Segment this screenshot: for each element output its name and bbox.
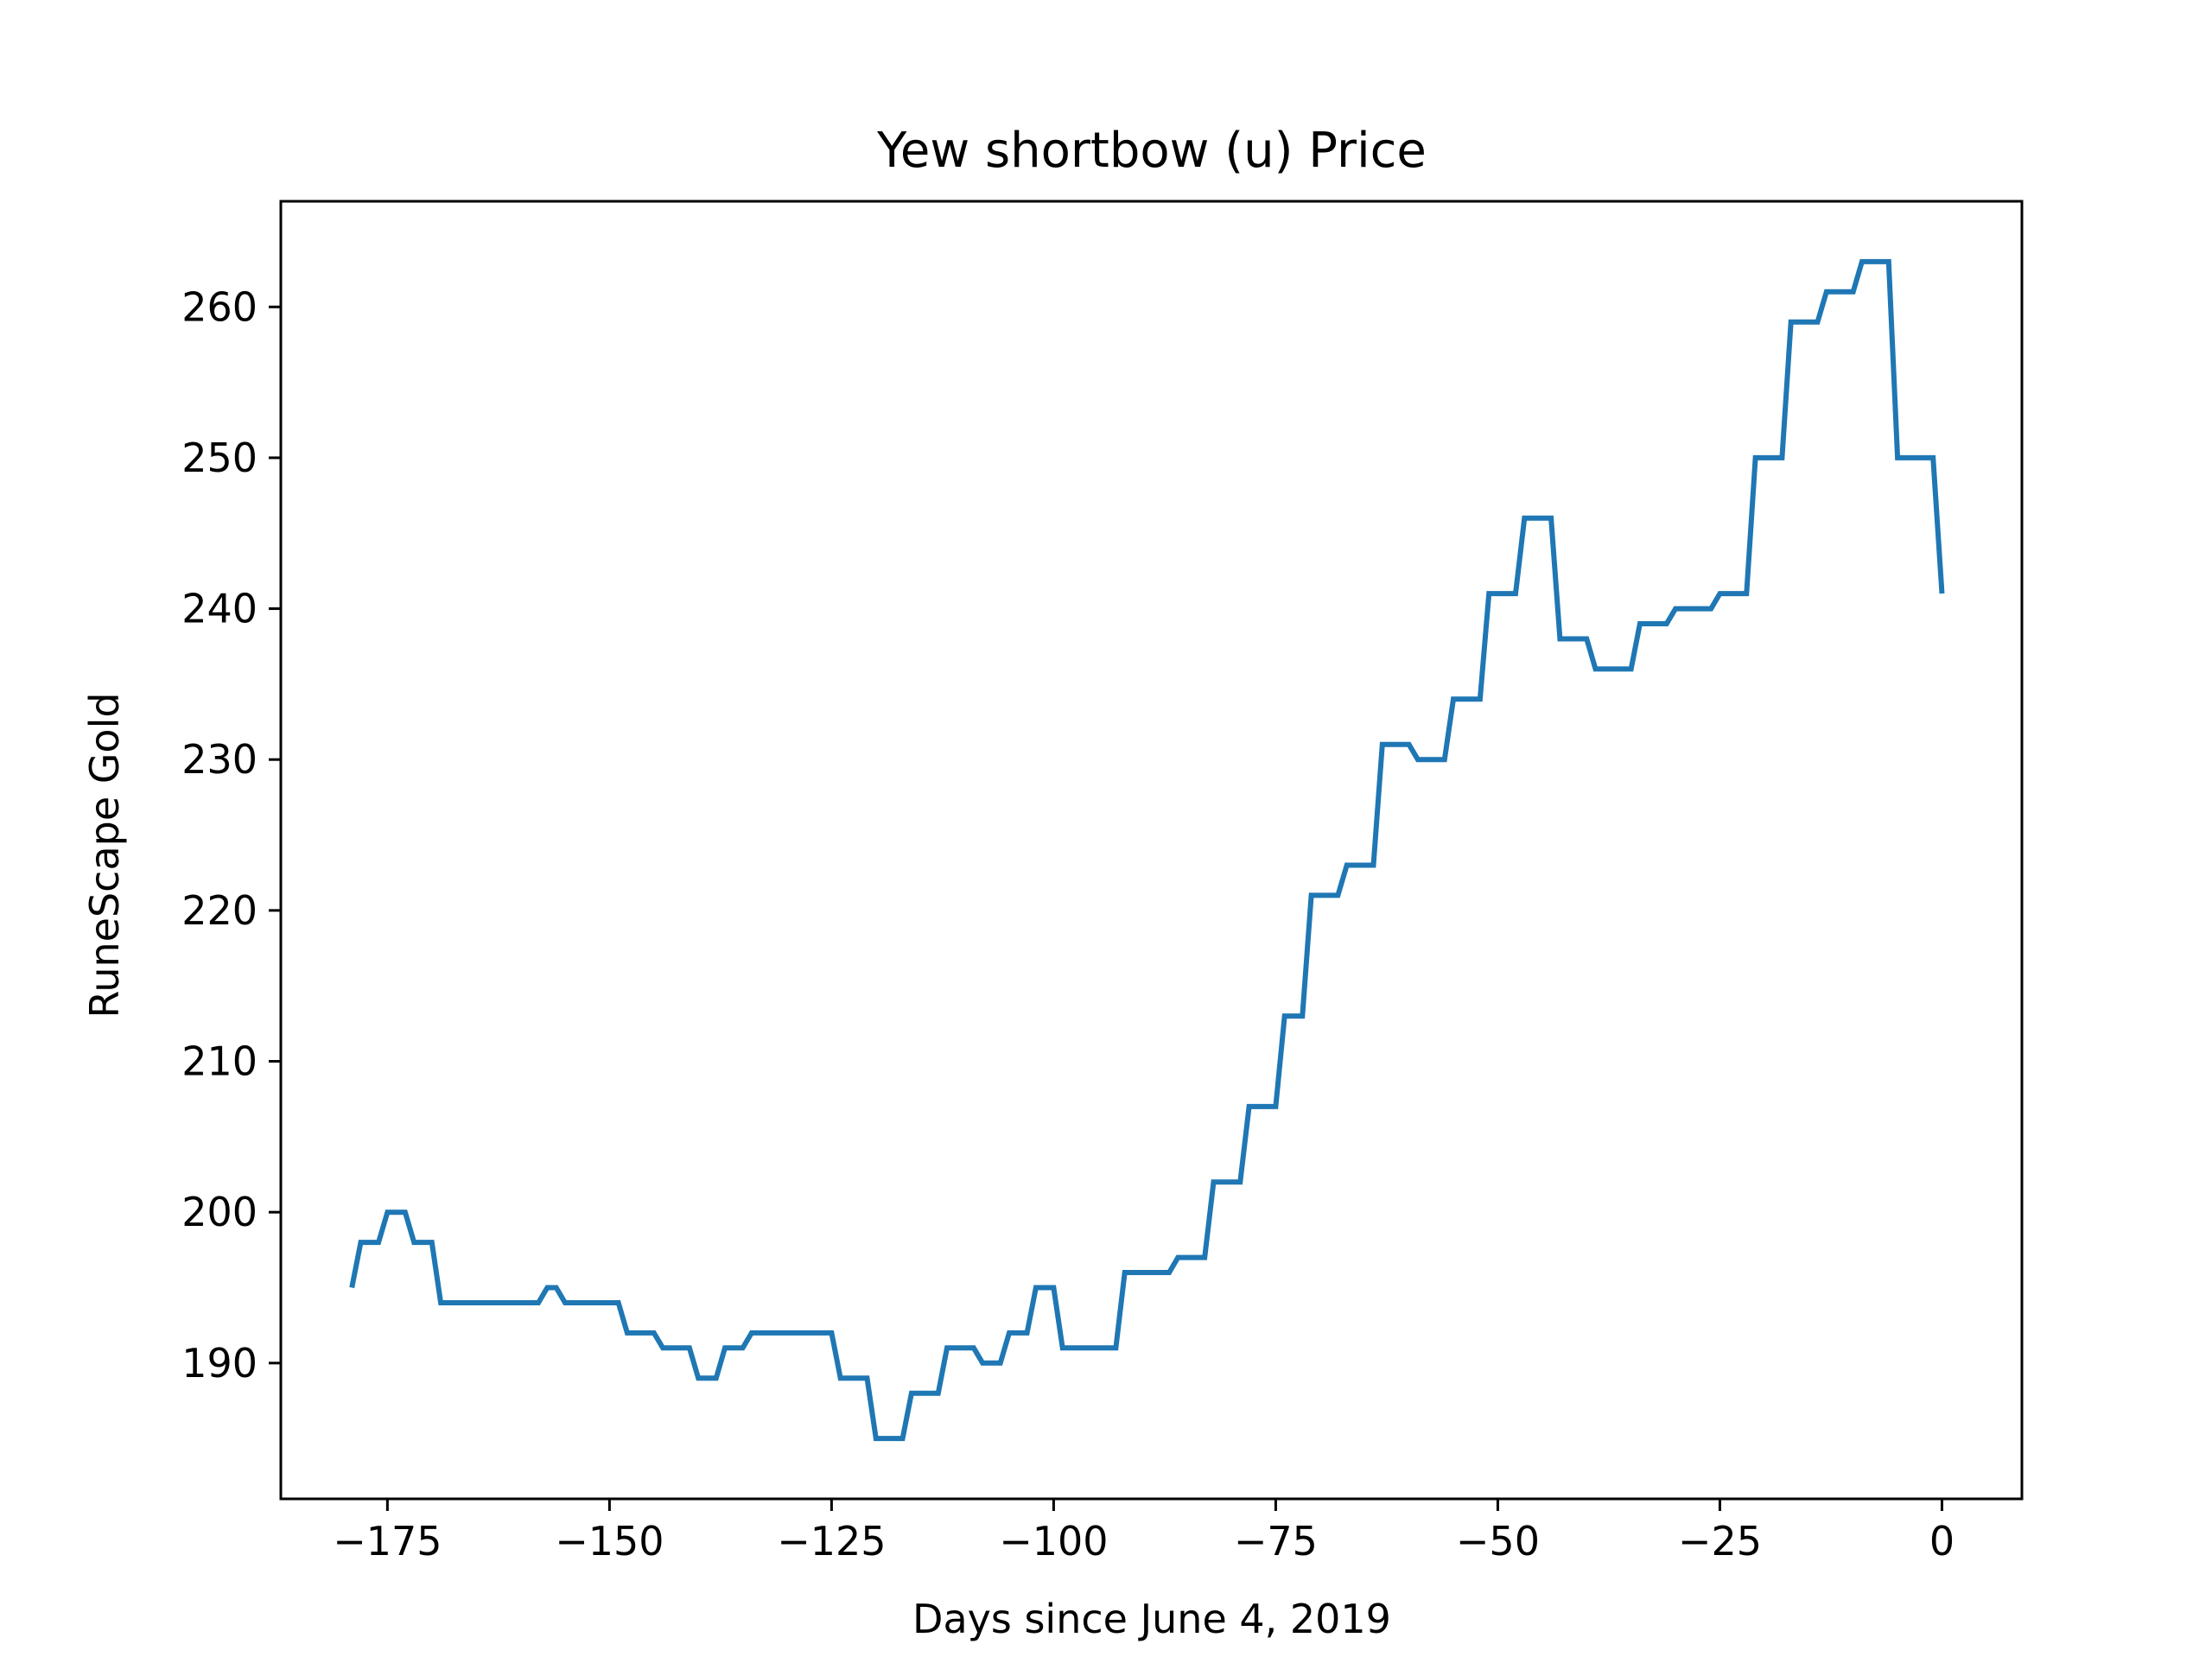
x-tick-label: 0 bbox=[1929, 1518, 1955, 1565]
y-tick-label: 230 bbox=[181, 736, 257, 783]
y-tick-label: 220 bbox=[181, 887, 257, 934]
y-tick-label: 190 bbox=[181, 1340, 257, 1387]
y-tick-label: 260 bbox=[181, 283, 257, 330]
y-tick-label: 240 bbox=[181, 586, 257, 632]
chart-title: Yew shortbow (u) Price bbox=[876, 123, 1427, 179]
y-tick-label: 250 bbox=[181, 435, 257, 481]
x-axis-label: Days since June 4, 2019 bbox=[912, 1596, 1391, 1642]
x-axis-ticks: −175 −150 −125 −100 −75 −50 −25 0 bbox=[333, 1499, 1955, 1565]
y-tick-label: 200 bbox=[181, 1189, 257, 1235]
axes-frame bbox=[279, 200, 2024, 1501]
y-axis-ticks: 190 200 210 220 230 240 250 260 bbox=[181, 283, 281, 1387]
x-tick-label: −50 bbox=[1456, 1518, 1540, 1565]
x-tick-label: −125 bbox=[777, 1518, 886, 1565]
x-tick-label: −175 bbox=[333, 1518, 442, 1565]
series-line-1 bbox=[349, 258, 1945, 1442]
x-tick-label: −25 bbox=[1678, 1518, 1762, 1565]
y-axis-label: RuneScape Gold bbox=[81, 692, 128, 1018]
x-tick-label: −150 bbox=[555, 1518, 664, 1565]
plot-area bbox=[279, 200, 2024, 1501]
x-tick-label: −100 bbox=[999, 1518, 1108, 1565]
x-tick-label: −75 bbox=[1234, 1518, 1318, 1565]
y-tick-label: 210 bbox=[181, 1038, 257, 1085]
